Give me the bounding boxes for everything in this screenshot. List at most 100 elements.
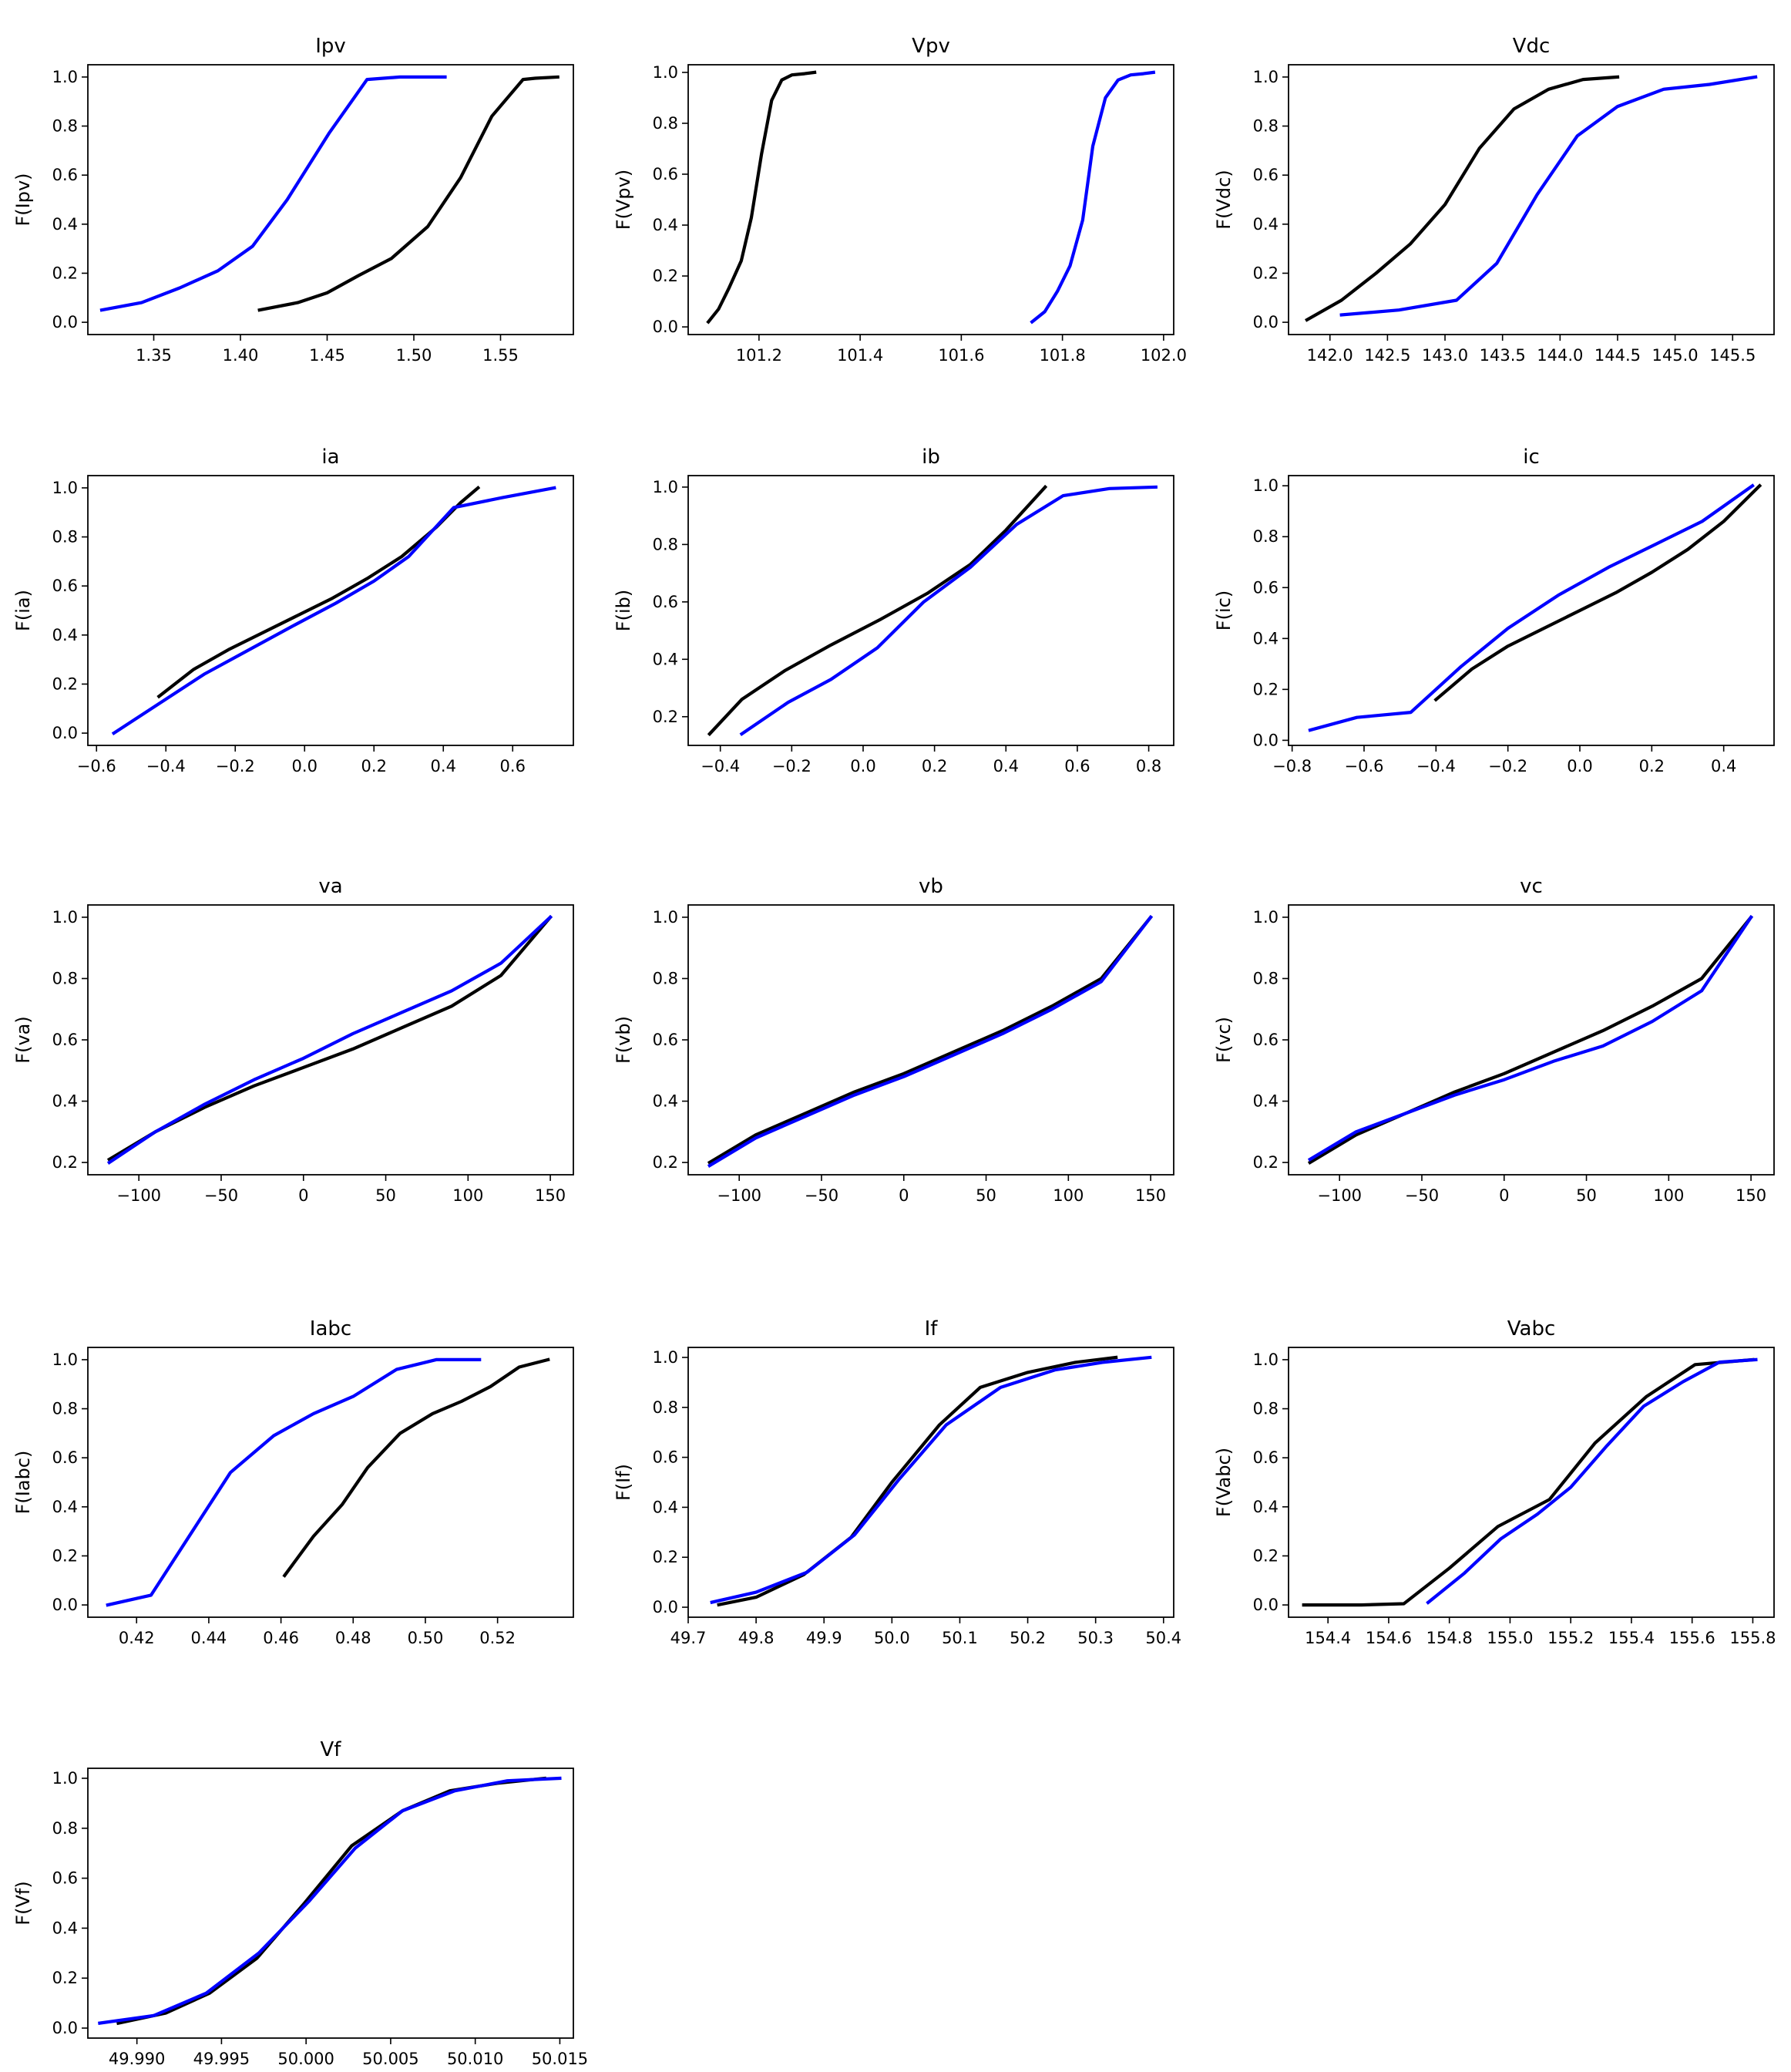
series-line-series_a	[707, 914, 1154, 1165]
y-tick-label: 0.8	[653, 535, 678, 553]
y-tick-label: 0.2	[52, 264, 78, 282]
y-tick-label: 1.0	[653, 1348, 678, 1367]
series-line-series_b	[710, 1355, 1152, 1605]
y-tick-label: 0.6	[52, 166, 78, 184]
series-line-series_a	[1305, 75, 1620, 322]
x-tick-label: 1.35	[136, 346, 172, 365]
y-axis-label: F(vb)	[613, 1016, 634, 1064]
axes-frame	[687, 64, 1174, 335]
x-tick-label: 1.40	[223, 346, 259, 365]
x-tick-label: 49.7	[670, 1629, 707, 1647]
axes-frame	[1288, 1347, 1775, 1618]
x-tick-label: 150	[1135, 1186, 1166, 1205]
y-axis-label: F(va)	[12, 1016, 34, 1063]
y-axis-label: F(If)	[613, 1464, 634, 1501]
y-tick-label: 0.6	[52, 1869, 78, 1888]
series-line-series_b	[1339, 75, 1758, 317]
chart-vb: vb F(vb) −100 −50 0 50 100 150 0.2 0.4 0.6 0.8 1.0	[613, 875, 1174, 1205]
x-tick-label: −0.2	[216, 757, 255, 775]
x-tick-label: 100	[452, 1186, 483, 1205]
y-tick-label: 0.8	[1253, 117, 1279, 136]
y-axis-label: F(Ipv)	[12, 173, 34, 226]
y-tick-label: 0.2	[1253, 680, 1279, 698]
x-tick-label: 0.48	[335, 1629, 371, 1647]
chart-vabc: Vabc F(Vabc) 154.4 154.6 154.8 155.0 155.2 155.…	[1213, 1317, 1776, 1647]
x-tick-label: 0.2	[922, 757, 947, 775]
y-tick-label: 0.6	[1253, 1031, 1279, 1049]
y-tick-label: 0.4	[52, 1498, 78, 1516]
y-tick-label: 1.0	[52, 908, 78, 927]
y-tick-label: 1.0	[52, 1769, 78, 1788]
y-tick-label: 0.6	[52, 577, 78, 595]
series-line-series_a	[717, 1355, 1118, 1607]
chart-iabc: Iabc F(Iabc) 0.42 0.44 0.46 0.48 0.50 0.52 0.0 0.…	[12, 1317, 574, 1647]
y-axis-label: F(Vdc)	[1213, 170, 1235, 229]
y-tick-label: 0.4	[653, 650, 678, 668]
y-tick-label: 0.8	[653, 114, 678, 133]
y-tick-label: 1.0	[52, 68, 78, 86]
y-tick-label: 0.0	[52, 313, 78, 331]
chart-vpv: Vpv F(Vpv) 101.2 101.4 101.6 101.8 102.0 0.0 0.2…	[613, 35, 1187, 365]
y-tick-label: 0.2	[653, 1548, 678, 1566]
y-tick-label: 0.2	[1253, 1153, 1279, 1172]
y-tick-label: 1.0	[1253, 476, 1279, 495]
y-tick-label: 0.6	[1253, 1448, 1279, 1467]
x-tick-label: −0.4	[1416, 757, 1456, 775]
x-tick-label: 0.8	[1136, 757, 1161, 775]
x-tick-label: 0.42	[119, 1629, 155, 1647]
y-tick-label: 0.6	[653, 1031, 678, 1049]
x-tick-label: 101.6	[938, 346, 984, 365]
x-tick-label: 50.000	[277, 2050, 334, 2068]
x-tick-label: 100	[1653, 1186, 1684, 1205]
x-tick-label: 50.015	[532, 2050, 588, 2068]
x-tick-label: 50.005	[362, 2050, 418, 2068]
x-tick-label: −0.2	[1488, 757, 1527, 775]
x-tick-label: 155.8	[1729, 1629, 1776, 1647]
x-tick-label: 0	[298, 1186, 308, 1205]
axes-frame	[87, 1768, 574, 2039]
axes-frame	[687, 904, 1174, 1176]
y-axis-label: F(ib)	[613, 590, 634, 631]
series-line-series_a	[1302, 1357, 1755, 1607]
series-line-series_a	[156, 485, 481, 699]
y-tick-label: 0.0	[52, 724, 78, 742]
x-tick-label: 101.8	[1040, 346, 1086, 365]
y-tick-label: 0.2	[52, 1153, 78, 1172]
y-tick-label: 0.6	[52, 1448, 78, 1467]
x-tick-label: 0.6	[500, 757, 526, 775]
y-tick-label: 0.4	[52, 215, 78, 234]
x-tick-label: 0.4	[993, 757, 1019, 775]
x-tick-label: 50.010	[447, 2050, 503, 2068]
x-tick-label: 49.9	[806, 1629, 842, 1647]
chart-title: vb	[919, 875, 943, 898]
chart-vc: vc F(vc) −100 −50 0 50 100 150 0.2 0.4 0.6 0.8 1.0	[1213, 875, 1775, 1205]
chart-ic: ic F(ic) −0.8 −0.6 −0.4 −0.2 0.0 0.2 0.4 0.0 0.2 0.…	[1213, 446, 1775, 775]
x-tick-label: 143.0	[1422, 346, 1468, 365]
x-tick-label: 145.5	[1709, 346, 1756, 365]
x-tick-label: 144.5	[1594, 346, 1641, 365]
x-tick-label: −100	[116, 1186, 161, 1205]
axes-frame	[687, 1347, 1174, 1618]
y-tick-label: 0.8	[52, 1400, 78, 1418]
chart-title: ic	[1523, 446, 1540, 469]
y-tick-label: 0.2	[653, 1153, 678, 1172]
series-line-series_b	[99, 75, 447, 312]
x-tick-label: 50.0	[874, 1629, 910, 1647]
x-tick-label: −100	[717, 1186, 761, 1205]
x-tick-label: −100	[1317, 1186, 1362, 1205]
y-tick-label: 0.0	[1253, 1596, 1279, 1614]
y-tick-label: 0.8	[52, 969, 78, 987]
x-tick-label: 0.2	[361, 757, 387, 775]
series-line-series_b	[1307, 914, 1754, 1162]
chart-ia: ia F(ia) −0.6 −0.4 −0.2 0.0 0.2 0.4 0.6 0.0 0.2 0.4…	[12, 446, 574, 775]
axes-frame	[87, 64, 574, 335]
axes-frame	[1288, 475, 1775, 746]
series-line-series_b	[1426, 1357, 1758, 1605]
series-line-series_a	[257, 75, 559, 312]
x-tick-label: −0.4	[146, 757, 186, 775]
x-tick-label: 101.2	[736, 346, 782, 365]
y-tick-label: 1.0	[1253, 68, 1279, 86]
x-tick-label: 0.0	[292, 757, 318, 775]
y-tick-label: 1.0	[653, 478, 678, 496]
y-tick-label: 0.8	[52, 528, 78, 547]
